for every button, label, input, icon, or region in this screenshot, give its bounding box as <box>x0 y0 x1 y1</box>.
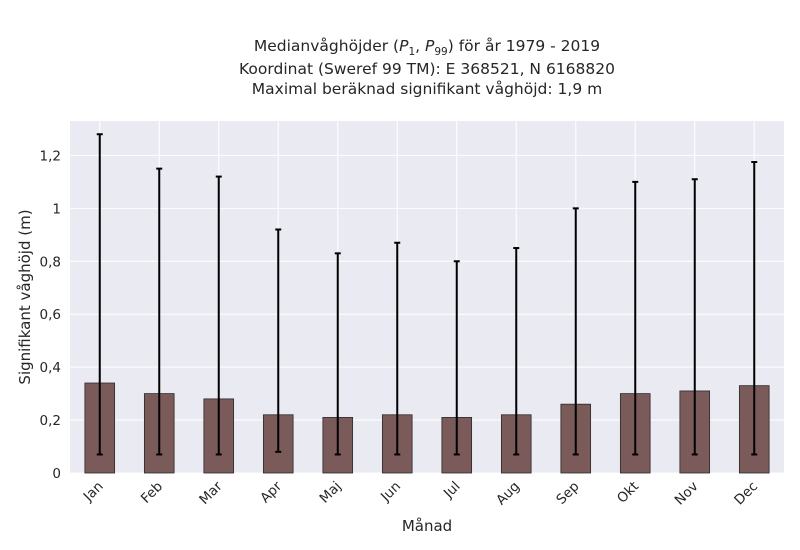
y-tick-label: 0,6 <box>40 307 61 323</box>
y-tick-label: 0,8 <box>40 254 61 270</box>
x-tick-labels: Jan Feb Mar Apr Maj Jun Jul Aug Sep Okt Nov Dec <box>80 478 761 508</box>
y-tick-labels: 0 0,2 0,4 0,6 0,8 1 1,2 <box>40 148 61 482</box>
x-tick-label: Feb <box>138 479 166 507</box>
x-tick-label: Nov <box>672 479 702 509</box>
error-bar <box>691 178 698 456</box>
x-tick-label: Okt <box>614 479 642 507</box>
chart-title-line-2: Koordinat (Sweref 99 TM): E 368521, N 61… <box>239 60 615 78</box>
x-tick-label: Jul <box>440 479 464 503</box>
error-bars <box>96 133 758 456</box>
x-tick-label: Jun <box>377 479 404 506</box>
error-bar <box>334 252 341 456</box>
chart-title-line-1: Medianvåghöjder (P1, P99) för år 1979 - … <box>254 37 600 58</box>
y-tick-label: 1 <box>52 201 61 217</box>
x-tick-label: Maj <box>317 479 345 507</box>
error-bar <box>632 180 639 456</box>
error-bar <box>215 175 222 456</box>
x-tick-label: Dec <box>731 479 761 509</box>
error-bar <box>572 207 579 456</box>
y-tick-label: 1,2 <box>40 148 61 164</box>
chart-title: Medianvåghöjder (P1, P99) för år 1979 - … <box>239 37 615 98</box>
y-tick-label: 0,4 <box>40 360 61 376</box>
plot-area <box>70 121 784 473</box>
error-bar <box>394 241 401 456</box>
x-tick-label: Mar <box>196 478 226 508</box>
error-bar <box>156 167 163 456</box>
error-bar <box>751 161 758 456</box>
x-tick-label: Sep <box>553 479 582 508</box>
chart-title-line-3: Maximal beräknad signifikant våghöjd: 1,… <box>252 80 602 98</box>
error-bar <box>513 247 520 456</box>
x-tick-label: Aug <box>493 479 523 509</box>
y-axis-label: Signifikant våghöjd (m) <box>16 209 34 384</box>
error-bar <box>96 133 103 456</box>
x-axis-label: Månad <box>402 517 452 535</box>
y-tick-label: 0,2 <box>40 413 61 429</box>
x-tick-label: Apr <box>257 478 285 506</box>
error-bar <box>275 228 282 453</box>
x-tick-label: Jan <box>80 479 107 506</box>
y-tick-label: 0 <box>52 466 61 482</box>
error-bar <box>453 260 460 456</box>
